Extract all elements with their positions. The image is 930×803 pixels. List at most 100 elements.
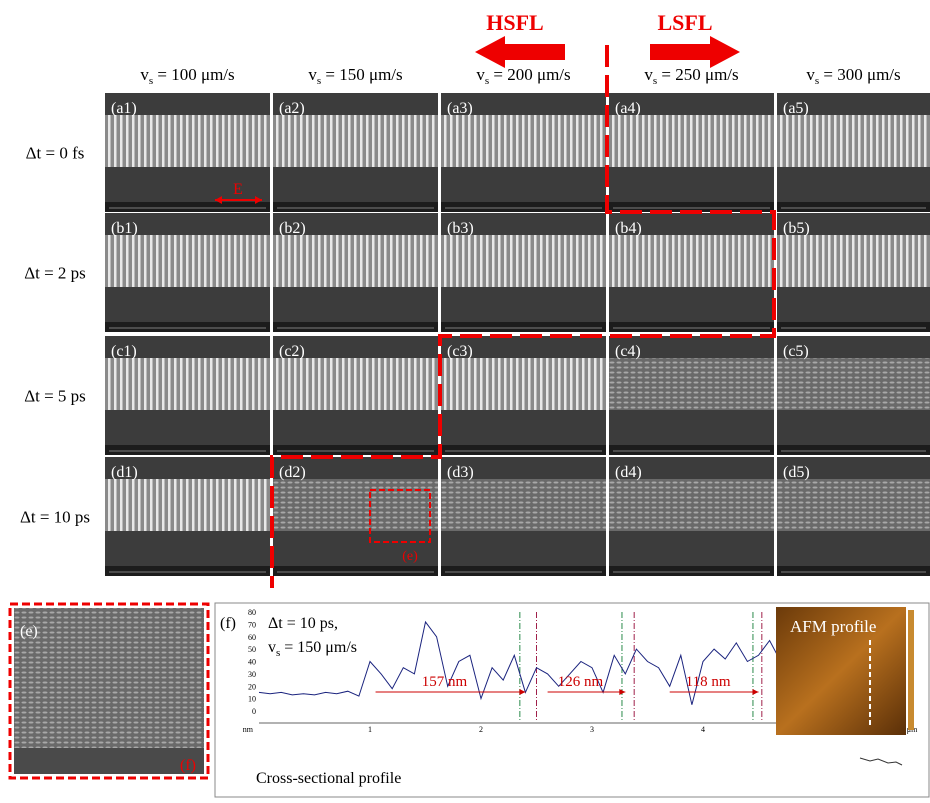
laser-track — [105, 235, 270, 287]
column-header: vs = 300 μm/s — [806, 65, 900, 87]
laser-track — [609, 479, 774, 531]
scale-strip — [273, 322, 438, 332]
x-tick-label: 4 — [701, 725, 705, 734]
header-rest: = 100 μm/s — [153, 65, 235, 84]
scale-strip — [777, 445, 930, 455]
scale-strip — [777, 322, 930, 332]
panel-e-edge — [14, 748, 204, 774]
row-label: Δt = 5 ps — [24, 387, 86, 406]
header-rest: = 150 μm/s — [321, 65, 403, 84]
note-rest: = 150 μm/s — [280, 639, 357, 656]
panel-label: (a5) — [783, 100, 809, 117]
laser-track — [105, 358, 270, 410]
panel-label: (b2) — [279, 220, 306, 237]
arrow-label: LSFL — [657, 10, 712, 35]
y-tick-label: 70 — [248, 620, 256, 629]
header-v: v — [308, 65, 317, 84]
row-label: Δt = 2 ps — [24, 264, 86, 283]
laser-track — [609, 115, 774, 167]
scale-strip — [273, 202, 438, 212]
header-v: v — [476, 65, 485, 84]
header-rest: = 200 μm/s — [489, 65, 571, 84]
boundary — [270, 45, 776, 588]
spacing-head — [752, 689, 759, 695]
profile-line — [258, 620, 798, 705]
laser-track — [441, 358, 606, 410]
row-label: Δt = 0 fs — [26, 144, 85, 163]
y-tick-label: 40 — [248, 658, 256, 667]
panel-e-border — [8, 602, 210, 780]
scale-strip — [777, 202, 930, 212]
header-sub: s — [149, 75, 153, 87]
panel-label: (a2) — [279, 100, 305, 117]
laser-track — [273, 358, 438, 410]
panel-e-label: (e) — [20, 623, 38, 640]
y-tick-label: 20 — [248, 682, 256, 691]
arrow-label: HSFL — [486, 10, 543, 35]
scale-strip — [105, 566, 270, 576]
laser-track — [273, 115, 438, 167]
header-sub: s — [317, 75, 321, 87]
panel-label: (d5) — [783, 464, 810, 481]
x-tick-label: 2 — [479, 725, 483, 734]
laser-track — [441, 235, 606, 287]
x-tick-label: 1 — [368, 725, 372, 734]
laser-track — [777, 115, 930, 167]
column-header: vs = 150 μm/s — [308, 65, 402, 87]
panel-label: (a3) — [447, 100, 473, 117]
panel-label: (b5) — [783, 220, 810, 237]
spacing-label: 157 nm — [422, 674, 468, 690]
panel-label: (c5) — [783, 343, 809, 360]
y-tick-label: 50 — [248, 645, 256, 654]
laser-track — [441, 479, 606, 531]
panel-label: (b4) — [615, 220, 642, 237]
y-tick-label: 60 — [248, 633, 256, 642]
panel-label: (d3) — [447, 464, 474, 481]
scale-strip — [441, 322, 606, 332]
scale-strip — [441, 445, 606, 455]
scale-strip — [273, 445, 438, 455]
header-v: v — [806, 65, 815, 84]
inset-box — [369, 489, 431, 543]
scale-strip — [609, 445, 774, 455]
afm-mini-profile — [859, 757, 903, 766]
header-v: v — [644, 65, 653, 84]
arrow-left — [475, 36, 565, 68]
scale-strip — [609, 322, 774, 332]
header-sub: s — [653, 75, 657, 87]
panel-label: (b1) — [111, 220, 138, 237]
panel-label: (c3) — [447, 343, 473, 360]
laser-track — [609, 358, 774, 410]
laser-track — [441, 115, 606, 167]
header-sub: s — [815, 75, 819, 87]
column-header: vs = 100 μm/s — [140, 65, 234, 87]
panel-label: (d2) — [279, 464, 306, 481]
panel-label: (d4) — [615, 464, 642, 481]
laser-track — [273, 235, 438, 287]
x-tick-label: 3 — [590, 725, 594, 734]
panel-label: (a4) — [615, 100, 641, 117]
inset-label: (e) — [402, 549, 418, 564]
spacing-label: 118 nm — [686, 674, 731, 690]
panel-label: (c1) — [111, 343, 137, 360]
note-v: v — [268, 639, 276, 656]
caption: Cross-sectional profile — [256, 770, 401, 787]
spacing-label: 126 nm — [558, 674, 604, 690]
scale-strip — [441, 566, 606, 576]
panel-label: (c2) — [279, 343, 305, 360]
panel-label: (d1) — [111, 464, 138, 481]
panel-label: (b3) — [447, 220, 474, 237]
panel-e-corner: (f) — [180, 757, 196, 774]
header-sub: s — [485, 75, 489, 87]
row-label: Δt = 10 ps — [20, 508, 90, 527]
laser-track — [777, 358, 930, 410]
spacing-head — [619, 689, 626, 695]
laser-track — [609, 235, 774, 287]
y-tick-label: 80 — [248, 608, 256, 617]
note-sub: s — [276, 647, 280, 659]
afm-image — [776, 607, 906, 735]
y-unit: nm — [243, 725, 254, 734]
note-line2: vs = 150 μm/s — [268, 639, 357, 659]
y-tick-label: 10 — [248, 695, 256, 704]
